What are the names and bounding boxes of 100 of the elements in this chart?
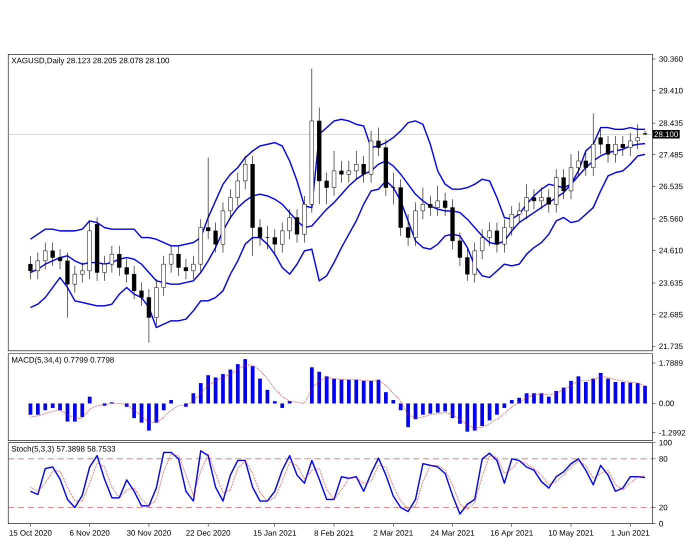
bar	[347, 379, 351, 404]
candlestick	[184, 258, 188, 280]
bar	[443, 403, 447, 412]
bar	[221, 374, 225, 404]
bar	[620, 382, 625, 404]
bar	[354, 379, 358, 404]
candlestick	[36, 252, 40, 280]
candlestick	[146, 288, 152, 343]
candlestick	[332, 150, 336, 196]
bar	[288, 400, 292, 404]
candlestick	[591, 112, 596, 176]
bar	[243, 358, 248, 404]
bar	[140, 403, 144, 422]
bar	[132, 403, 136, 418]
candlestick	[472, 242, 477, 283]
candlestick	[428, 195, 432, 216]
candlestick	[546, 188, 551, 213]
candlestick	[516, 202, 522, 223]
candlestick	[510, 205, 514, 236]
bar	[510, 400, 514, 404]
bar	[36, 403, 40, 414]
candlestick	[176, 245, 181, 276]
bar	[310, 367, 314, 404]
line-series	[30, 364, 646, 428]
candlestick	[191, 255, 196, 280]
candlestick	[102, 255, 107, 281]
candlestick	[213, 222, 218, 253]
bar	[628, 382, 632, 404]
candlestick	[628, 132, 632, 156]
bar	[66, 403, 70, 422]
bar	[421, 403, 425, 414]
bar	[450, 403, 454, 418]
bar	[162, 403, 166, 410]
bar	[198, 382, 203, 404]
candlestick	[532, 188, 536, 210]
candlestick	[236, 172, 240, 206]
bar	[414, 403, 418, 420]
bar	[458, 403, 462, 424]
candlestick	[272, 228, 277, 256]
bar	[406, 403, 410, 427]
candlestick	[58, 248, 62, 270]
candlestick	[361, 155, 366, 183]
bar	[576, 376, 580, 404]
candlestick	[436, 185, 440, 216]
candlestick	[162, 255, 166, 296]
candlestick	[28, 255, 33, 280]
bar	[524, 393, 528, 404]
candlestick	[635, 124, 640, 150]
candlestick	[80, 262, 84, 283]
candlestick	[458, 232, 462, 266]
bar	[340, 379, 344, 404]
candlestick	[524, 184, 529, 220]
bar	[369, 380, 373, 404]
bar	[50, 403, 54, 408]
candlestick	[280, 222, 284, 253]
bar	[569, 380, 573, 404]
candlestick	[480, 228, 484, 260]
bar	[562, 387, 566, 404]
candlestick	[294, 208, 300, 243]
bar	[272, 400, 277, 404]
candlestick	[139, 282, 144, 306]
bar	[317, 372, 322, 404]
bar	[147, 403, 151, 430]
bar	[73, 403, 77, 422]
bar	[584, 382, 588, 404]
candlestick	[43, 242, 48, 270]
bar	[428, 403, 432, 414]
bar	[480, 403, 484, 426]
candlestick	[124, 258, 129, 283]
candlestick	[339, 160, 344, 183]
candlestick	[72, 265, 78, 293]
candlestick	[354, 150, 358, 180]
bar	[324, 376, 328, 404]
bar	[591, 378, 596, 404]
bar	[80, 403, 84, 417]
bar	[266, 390, 270, 404]
bar	[214, 377, 218, 404]
bar	[391, 400, 396, 404]
candlestick	[346, 160, 352, 183]
candlestick	[487, 222, 492, 246]
bar	[384, 392, 388, 404]
bar	[154, 403, 158, 422]
candlestick	[613, 135, 618, 163]
bar	[58, 403, 62, 410]
bar	[598, 372, 602, 404]
candlestick	[576, 150, 581, 176]
bar	[88, 396, 92, 404]
bar	[614, 382, 618, 404]
bar	[376, 379, 380, 404]
candlestick	[117, 245, 122, 276]
candlestick	[606, 135, 610, 163]
bar	[488, 403, 492, 420]
bar	[436, 403, 440, 412]
bar	[206, 374, 210, 404]
candlestick	[584, 152, 588, 176]
bar	[169, 400, 173, 404]
candlestick	[265, 225, 270, 250]
bar	[643, 386, 647, 404]
candlestick	[324, 172, 329, 204]
candlestick	[376, 127, 381, 156]
